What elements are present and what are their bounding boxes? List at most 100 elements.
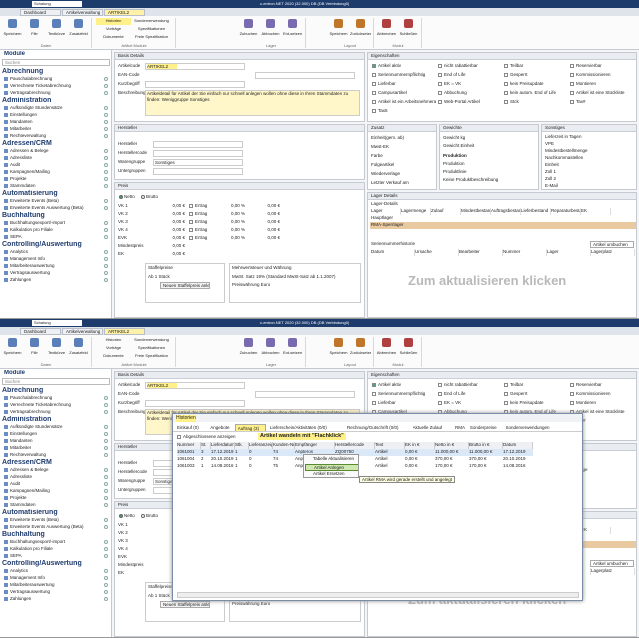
checkbox[interactable] xyxy=(504,383,508,387)
sidebar-item[interactable]: Einstellungen xyxy=(10,431,38,436)
input[interactable] xyxy=(153,150,243,157)
checkbox[interactable] xyxy=(570,383,574,387)
sidebar-item[interactable]: Adressen & Belege xyxy=(10,467,49,472)
sidebar-item[interactable]: Einstellungen xyxy=(10,112,38,117)
sidebar-item[interactable]: Management Info xyxy=(10,575,46,580)
ribbon-button[interactable]: Schließen xyxy=(398,19,419,41)
checkbox[interactable] xyxy=(570,401,574,405)
ribbon-button[interactable]: Abbrechen xyxy=(376,338,397,360)
sidebar-item[interactable]: Erweiterte Events Auswertung (Beta) xyxy=(10,524,84,529)
button[interactable]: Neuen Staffelpreis anlegen xyxy=(160,282,210,289)
document-tab[interactable]: Artikelverwaltung xyxy=(62,9,103,16)
ribbon-button[interactable]: Abbuchen xyxy=(260,338,281,360)
ribbon-button[interactable]: Speichern xyxy=(328,338,349,360)
sidebar-item[interactable]: Aufkündigte Stundensätze xyxy=(10,424,63,429)
ribbon-button[interactable]: Dokumente xyxy=(94,34,131,42)
sidebar-item[interactable]: Verrechnete Ticketabrechnung xyxy=(10,402,72,407)
sidebar-item[interactable]: Vertragsauswertung xyxy=(10,270,51,275)
checkbox[interactable] xyxy=(438,73,442,77)
dialog-tab[interactable]: RMA xyxy=(453,424,466,431)
ribbon-button[interactable]: Freie Spezifikation xyxy=(132,34,169,42)
ribbon-button[interactable]: Schließen xyxy=(398,338,419,360)
checkbox[interactable] xyxy=(570,82,574,86)
ribbon-button[interactable]: Historien xyxy=(94,18,131,26)
ribbon-button[interactable]: Zubuchen xyxy=(238,19,259,41)
sidebar-item[interactable]: Projekte xyxy=(10,495,27,500)
sidebar-item[interactable]: Kampagnen/Mailing xyxy=(10,488,50,493)
checkbox[interactable] xyxy=(570,392,574,396)
checkbox[interactable] xyxy=(372,392,376,396)
sidebar-item[interactable]: Kampagnen/Mailing xyxy=(10,169,50,174)
input[interactable] xyxy=(145,81,245,88)
dialog-tab[interactable]: Rechnung/Gutschrift (0/0) xyxy=(345,424,409,431)
checkbox[interactable] xyxy=(570,91,574,95)
radio[interactable] xyxy=(141,514,145,518)
button[interactable]: Neuen Staffelpreis anlegen xyxy=(160,601,210,608)
ribbon-button[interactable]: Dokumente xyxy=(94,353,131,361)
ribbon-button[interactable]: Zusatzfeld xyxy=(68,338,89,360)
ribbon-button[interactable]: Textkürze xyxy=(46,19,67,41)
dialog-tab[interactable]: Angebote xyxy=(208,424,233,431)
checkbox[interactable] xyxy=(438,383,442,387)
dialog-tab[interactable]: Einkauf (0) xyxy=(175,424,207,431)
ribbon-button[interactable]: Speichern xyxy=(2,19,23,41)
sidebar-item[interactable]: Pauschalabrechnung xyxy=(10,395,53,400)
checkbox[interactable] xyxy=(372,73,376,77)
input[interactable] xyxy=(153,141,243,148)
sidebar-item[interactable]: Projekte xyxy=(10,176,27,181)
input[interactable]: ARTIKEL2 xyxy=(145,382,245,389)
ribbon-button[interactable]: Ent-setzen xyxy=(282,338,303,360)
document-tab[interactable]: Artikelverwaltung xyxy=(62,328,103,335)
sidebar-item[interactable]: Kalkulation pro Filiale xyxy=(10,546,53,551)
dialog-tab[interactable]: Aktuelle Zulauf xyxy=(410,424,451,431)
checkbox[interactable] xyxy=(438,64,442,68)
checkbox[interactable] xyxy=(438,100,442,104)
checkbox[interactable] xyxy=(504,91,508,95)
dialog-tab[interactable]: Auftrag (3) xyxy=(234,424,266,431)
sidebar-item[interactable]: Mitarbeiterauswertung xyxy=(10,582,55,587)
ribbon-button[interactable]: Zurücksetzen xyxy=(350,338,371,360)
ribbon-button[interactable]: Speichern xyxy=(2,338,23,360)
sidebar-item[interactable]: Erweiterte Events Auswertung (Beta) xyxy=(10,205,84,210)
sidebar-item[interactable]: Vertragsauswertung xyxy=(10,589,51,594)
button[interactable]: Artikel umbuchen xyxy=(590,560,634,567)
checkbox[interactable] xyxy=(570,100,574,104)
checkbox[interactable] xyxy=(504,100,508,104)
sidebar-item[interactable]: Erweiterte Events (Beta) xyxy=(10,198,59,203)
sidebar-item[interactable]: Buchhaltungsexport/-import xyxy=(10,539,66,544)
ribbon-button[interactable]: Filtr xyxy=(24,19,45,41)
checkbox[interactable] xyxy=(504,82,508,86)
sidebar-item[interactable]: Pauschalabrechnung xyxy=(10,76,53,81)
radio[interactable] xyxy=(119,514,123,518)
input[interactable]: Artikeldetail für Artikel der Sie einfac… xyxy=(145,90,360,116)
dialog-tab[interactable]: Sonderpreise xyxy=(467,424,502,431)
sidebar-item[interactable]: Stammdaten xyxy=(10,183,36,188)
checkbox[interactable] xyxy=(570,73,574,77)
sidebar-item[interactable]: Vertragsabrechnung xyxy=(10,409,51,414)
input[interactable]: ARTIKEL2 xyxy=(145,63,245,70)
sidebar-item[interactable]: Aufkündigte Stundensätze xyxy=(10,105,63,110)
checkbox[interactable] xyxy=(504,64,508,68)
document-tab[interactable]: ARTIKEL2 xyxy=(104,9,145,16)
sidebar-item[interactable]: Mitarbeiter xyxy=(10,445,32,450)
menu-item[interactable]: Artikel Ersetzen xyxy=(305,471,358,477)
ribbon-button[interactable]: Abbuchen xyxy=(260,19,281,41)
menu-item[interactable]: Tabelle Aktualisieren xyxy=(305,456,358,463)
dialog-tab[interactable]: Sonderverwendungen xyxy=(503,424,551,431)
sidebar-item[interactable]: Vertragsabrechnung xyxy=(10,90,51,95)
sidebar-item[interactable]: Buchhaltungsexport/-import xyxy=(10,220,66,225)
sidebar-item[interactable]: Verrechnete Ticketabrechnung xyxy=(10,83,72,88)
button[interactable]: Artikel umbuchen xyxy=(590,241,634,248)
dialog-tab[interactable]: Lieferschein/Aktivitäten (0/0) xyxy=(268,424,343,431)
ribbon-button[interactable]: Spezifikationen xyxy=(132,26,169,34)
input[interactable] xyxy=(145,400,245,407)
checkbox[interactable] xyxy=(372,64,376,68)
ribbon-button[interactable]: Speichern xyxy=(328,19,349,41)
sidebar-item[interactable]: Adressliste xyxy=(10,155,33,160)
sidebar-item[interactable]: Rechteverwaltung xyxy=(10,452,47,457)
sidebar-item[interactable]: Adressliste xyxy=(10,474,33,479)
checkbox[interactable] xyxy=(570,64,574,68)
sidebar-item[interactable]: SEPA xyxy=(10,234,22,239)
ribbon-button[interactable]: Filtr xyxy=(24,338,45,360)
ribbon-button[interactable]: Historien xyxy=(94,337,131,345)
